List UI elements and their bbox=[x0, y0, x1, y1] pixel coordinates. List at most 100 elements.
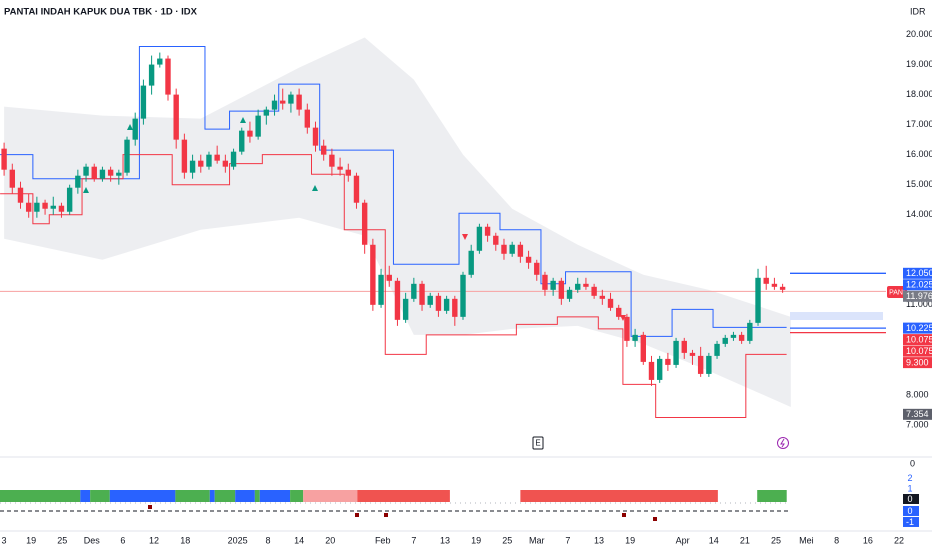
indicator-tick-label: 0 bbox=[907, 494, 912, 504]
x-tick-label: 25 bbox=[771, 535, 781, 545]
candle-body bbox=[239, 130, 245, 152]
y-tick-label: 18.000 bbox=[906, 89, 932, 99]
candle-body bbox=[435, 295, 442, 311]
candle-body bbox=[288, 94, 294, 104]
price-label: 9.300 bbox=[906, 357, 929, 367]
y-tick-label: 8.000 bbox=[906, 389, 929, 399]
candle-body bbox=[460, 274, 466, 317]
y2-tick-box bbox=[903, 505, 919, 516]
candle-body bbox=[107, 169, 114, 176]
indicator-tick-label: 1 bbox=[907, 483, 912, 493]
candle-body bbox=[91, 166, 97, 179]
candle-body bbox=[132, 118, 138, 140]
signal-down bbox=[620, 315, 626, 321]
candle-body bbox=[517, 244, 524, 257]
event-label[interactable]: E bbox=[535, 439, 540, 448]
candle-body bbox=[66, 187, 73, 212]
x-tick-label: 6 bbox=[120, 535, 125, 545]
price-label-box bbox=[903, 357, 932, 369]
regime-segment bbox=[214, 490, 236, 502]
x-tick-label: 16 bbox=[863, 535, 873, 545]
x-tick-label: 13 bbox=[594, 535, 604, 545]
y-tick-label: 20.000 bbox=[906, 29, 932, 39]
upper-band bbox=[0, 46, 787, 337]
candle-body bbox=[755, 277, 761, 323]
signal-up bbox=[127, 124, 133, 130]
candle-body bbox=[476, 226, 483, 251]
candle-body bbox=[738, 334, 745, 341]
x-tick-label: 13 bbox=[440, 535, 450, 545]
price-label: 10.075 bbox=[906, 346, 932, 356]
candle-body bbox=[214, 154, 220, 161]
candle-body bbox=[566, 289, 573, 299]
candle-body bbox=[255, 115, 261, 137]
candle-body bbox=[419, 283, 425, 305]
candle-body bbox=[697, 355, 704, 374]
candle-body bbox=[575, 283, 581, 290]
dividend-icon[interactable] bbox=[777, 437, 789, 449]
candle-body bbox=[550, 280, 556, 290]
candle-body bbox=[640, 334, 646, 362]
indicator-tick-label: 2 bbox=[907, 473, 912, 483]
x-tick-label: 3 bbox=[1, 535, 6, 545]
y2-tick-box bbox=[903, 516, 919, 527]
x-tick-label: Des bbox=[84, 535, 101, 545]
candle-body bbox=[402, 298, 409, 320]
candle-body bbox=[427, 295, 433, 305]
candle-body bbox=[198, 160, 204, 167]
x-tick-label: 25 bbox=[57, 535, 67, 545]
regime-segment bbox=[357, 490, 450, 502]
event-box[interactable] bbox=[532, 436, 544, 450]
signal-dot bbox=[148, 505, 152, 509]
candle-body bbox=[509, 244, 515, 254]
y-tick-label: 16.000 bbox=[906, 149, 932, 159]
candle-body bbox=[148, 64, 155, 86]
x-tick-label: 19 bbox=[625, 535, 635, 545]
price-label-box bbox=[903, 290, 932, 302]
candle-body bbox=[280, 100, 286, 104]
regime-segment bbox=[175, 490, 210, 502]
candle-body bbox=[181, 139, 188, 173]
chart-title: PANTAI INDAH KAPUK DUA TBK · 1D · IDX bbox=[4, 7, 198, 18]
x-tick-label: 21 bbox=[740, 535, 750, 545]
candle-body bbox=[624, 316, 630, 341]
indicator-top-label: 0 bbox=[910, 458, 915, 468]
signal-up bbox=[240, 117, 246, 123]
candle-body bbox=[263, 109, 270, 116]
symbol-tag-box bbox=[887, 286, 907, 298]
x-tick-label: Mar bbox=[529, 535, 545, 545]
candle-body bbox=[25, 202, 32, 212]
candle-body bbox=[296, 94, 302, 110]
regime-segment bbox=[209, 490, 215, 502]
y-tick-label: 19.000 bbox=[906, 59, 932, 69]
candle-body bbox=[665, 358, 671, 365]
candle-body bbox=[230, 151, 237, 167]
x-tick-label: 25 bbox=[502, 535, 512, 545]
candle-body bbox=[157, 58, 163, 65]
cloud bbox=[4, 37, 791, 407]
candle-body bbox=[501, 244, 507, 254]
y2-tick-label: -1 bbox=[906, 517, 914, 527]
candle-body bbox=[50, 205, 56, 209]
candle-body bbox=[345, 169, 351, 176]
regime-segment bbox=[109, 490, 176, 502]
price-label: 10.225 bbox=[906, 323, 932, 333]
candle-body bbox=[42, 202, 48, 209]
candle-body bbox=[747, 322, 753, 341]
candle-body bbox=[9, 169, 15, 188]
candle-body bbox=[189, 160, 196, 173]
price-label-box bbox=[903, 322, 932, 334]
price-label-box bbox=[903, 267, 932, 279]
candle-body bbox=[75, 175, 81, 188]
regime-segment bbox=[235, 490, 255, 502]
candle-body bbox=[312, 127, 319, 146]
signal-dot bbox=[355, 513, 359, 517]
x-tick-label: 18 bbox=[180, 535, 190, 545]
candle-body bbox=[607, 298, 614, 308]
signal-dot bbox=[622, 513, 626, 517]
candle-body bbox=[681, 340, 687, 353]
price-label: 11.976 bbox=[906, 291, 932, 301]
candle-body bbox=[558, 280, 565, 299]
candle-body bbox=[689, 352, 696, 356]
candle-body bbox=[525, 256, 532, 263]
